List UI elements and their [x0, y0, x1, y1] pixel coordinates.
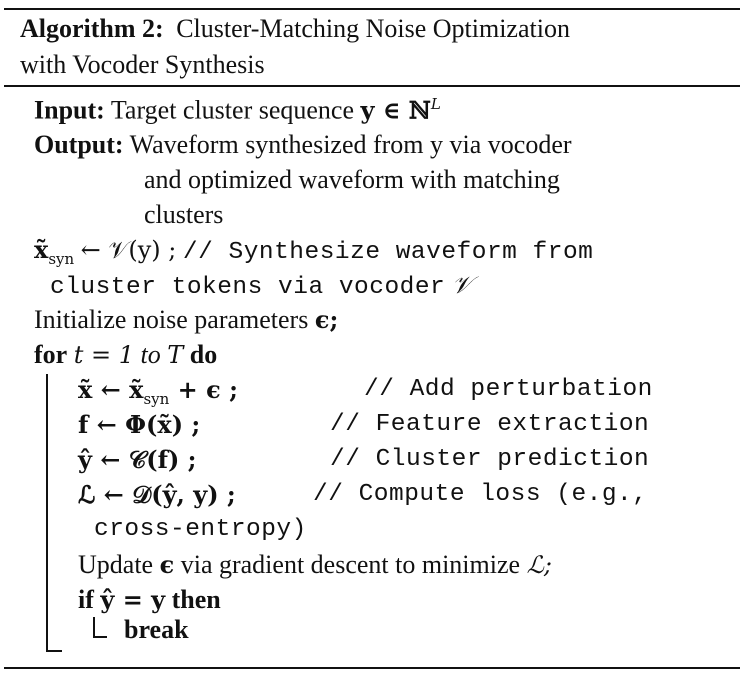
body-3-comment: // Cluster prediction — [330, 446, 650, 473]
body-line-1: x̃ ← x̃syn + ϵ ; — [78, 377, 238, 407]
algorithm-caption-line2: with Vocoder Synthesis — [20, 52, 265, 78]
for-keyword: for — [34, 340, 68, 369]
body-2-math: f ← Φ(x̃) ; — [78, 410, 201, 439]
input-line: Input: Target cluster sequence y ∈ ℕL — [34, 97, 441, 124]
synth-line: x̃syn ← 𝒱(y) ; // Synthesize waveform fr… — [34, 237, 593, 267]
algorithm-title-part1: Cluster-Matching Noise Optimization — [176, 14, 570, 43]
for-range: t = 1 — [73, 341, 134, 369]
body-1-sub: syn — [143, 390, 170, 409]
for-do: do — [189, 340, 218, 369]
body-line-2: f ← Φ(x̃) ; — [78, 412, 200, 438]
loop-scope-end — [46, 650, 62, 652]
synth-var: x̃ — [34, 235, 49, 264]
if-math: ŷ = y — [100, 585, 166, 614]
output-label: Output: — [34, 130, 124, 159]
body-line-4: ℒ ← 𝒟(ŷ, y) ; — [78, 482, 236, 508]
input-label: Input: — [34, 95, 105, 125]
then-keyword: then — [171, 585, 221, 614]
synth-vocoder-symbol: 𝒱 — [451, 271, 472, 299]
output-text-3: clusters — [144, 200, 224, 229]
break-keyword: break — [124, 615, 189, 644]
synth-comment-cont: cluster tokens via vocoder — [50, 274, 446, 301]
synth-sub: syn — [48, 250, 75, 269]
for-to: to — [140, 340, 161, 369]
body-4-math: ℒ ← 𝒟(ŷ, y) ; — [78, 480, 236, 509]
top-rule — [4, 8, 740, 10]
if-keyword: if — [78, 585, 94, 614]
output-line3: clusters — [144, 202, 223, 228]
body-4-comment: // Compute loss (e.g., — [313, 481, 648, 508]
synth-line-cont: cluster tokens via vocoder 𝒱 — [50, 272, 472, 301]
body-1-comment: // Add perturbation — [364, 376, 653, 403]
for-end: T — [167, 341, 184, 369]
if-scope-bar — [93, 617, 95, 637]
body-3-math: ŷ ← 𝒞(f) ; — [78, 445, 197, 474]
update-math-2: ℒ; — [526, 551, 552, 579]
output-text-1: Waveform synthesized from y via vocoder — [129, 130, 572, 159]
synth-comment: // Synthesize waveform from — [182, 239, 594, 266]
output-text-2: and optimized waveform with matching — [144, 165, 560, 194]
update-text-2: via gradient descent to minimize — [180, 550, 521, 579]
loop-scope-bar — [46, 374, 48, 650]
input-math: y ∈ ℕ — [360, 95, 431, 125]
update-math-1: ϵ — [159, 550, 175, 579]
if-scope-end — [93, 636, 107, 638]
body-line-3: ŷ ← 𝒞(f) ; — [78, 447, 197, 473]
caption-rule — [4, 85, 740, 87]
for-line: for t = 1 to T do — [34, 342, 217, 368]
body-1-rest: + ϵ ; — [169, 375, 238, 404]
init-math: ϵ; — [314, 305, 339, 334]
algorithm-label: Algorithm 2: — [20, 14, 164, 43]
body-4-comment-cont: cross-entropy) — [94, 516, 307, 543]
body-1-math: x̃ ← x̃ — [78, 375, 144, 404]
bottom-rule — [4, 667, 740, 669]
update-text-1: Update — [78, 550, 154, 579]
input-sup: L — [430, 95, 441, 113]
algorithm-caption-line1: Algorithm 2: Cluster-Matching Noise Opti… — [20, 16, 570, 42]
output-line2: and optimized waveform with matching — [144, 167, 560, 193]
init-text: Initialize noise parameters — [34, 305, 309, 334]
input-text: Target cluster sequence — [110, 95, 354, 125]
synth-rhs: ← 𝒱(y) ; — [80, 236, 177, 264]
output-line1: Output: Waveform synthesized from y via … — [34, 132, 572, 158]
update-line: Update ϵ via gradient descent to minimiz… — [78, 552, 552, 578]
algorithm-title-part2: with Vocoder Synthesis — [20, 50, 265, 79]
init-line: Initialize noise parameters ϵ; — [34, 307, 338, 333]
if-line: if ŷ = y then — [78, 587, 221, 613]
body-2-comment: // Feature extraction — [330, 411, 650, 438]
